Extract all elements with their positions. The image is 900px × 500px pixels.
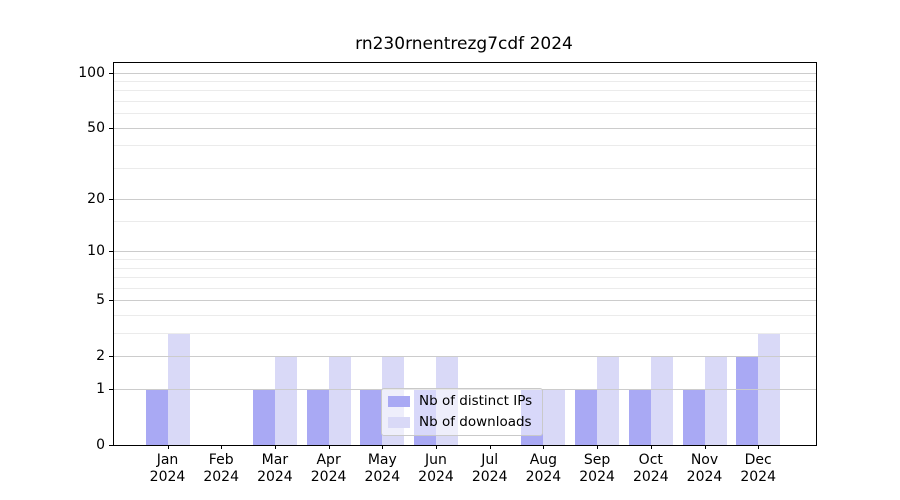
y-axis-tick-label-20: 20 bbox=[87, 191, 105, 208]
x-axis-year-label-apr: 2024 bbox=[310, 469, 347, 485]
bar-distinct-ips-oct bbox=[628, 389, 651, 445]
x-tick-mark-sep bbox=[597, 445, 599, 449]
x-axis-year-label-may: 2024 bbox=[364, 469, 401, 485]
x-axis-tick-label-aug: Aug 2024 bbox=[525, 452, 562, 485]
y-tick-mark-2 bbox=[109, 356, 113, 358]
x-axis-year-label-feb: 2024 bbox=[203, 469, 240, 485]
bar-downloads-oct bbox=[650, 356, 673, 445]
x-axis-tick-label-mar: Mar 2024 bbox=[257, 452, 293, 485]
minor-gridline-80 bbox=[114, 90, 816, 92]
x-axis-year-label-jan: 2024 bbox=[149, 469, 186, 485]
x-tick-mark-oct bbox=[650, 445, 652, 449]
minor-gridline-9 bbox=[114, 259, 816, 261]
legend-item-distinct-ips: Nb of distinct IPs bbox=[388, 393, 536, 410]
major-gridline-20 bbox=[114, 199, 816, 201]
minor-gridline-7 bbox=[114, 277, 816, 279]
y-axis-tick-label-1: 1 bbox=[96, 381, 105, 398]
minor-gridline-60 bbox=[114, 113, 816, 115]
legend-label-distinct-ips: Nb of distinct IPs bbox=[419, 392, 533, 409]
minor-gridline-8 bbox=[114, 267, 816, 269]
minor-gridline-15 bbox=[114, 221, 816, 223]
bar-downloads-mar bbox=[274, 356, 297, 445]
bar-downloads-nov bbox=[704, 356, 727, 445]
minor-gridline-4 bbox=[114, 315, 816, 317]
minor-gridline-90 bbox=[114, 80, 816, 82]
major-gridline-2 bbox=[114, 356, 816, 358]
major-gridline-50 bbox=[114, 127, 816, 129]
axis-layer: 0 1 2 5 10 20 50 100 Jan 2024 Feb 2024 Mar 2024 Apr 202… bbox=[78, 63, 816, 486]
y-tick-mark-20 bbox=[109, 199, 113, 201]
x-tick-mark-may bbox=[382, 445, 384, 449]
bar-distinct-ips-mar bbox=[252, 389, 275, 445]
bar-downloads-sep bbox=[597, 356, 620, 445]
y-tick-mark-100 bbox=[109, 72, 113, 74]
x-tick-mark-mar bbox=[274, 445, 276, 449]
legend: Nb of distinct IPs Nb of downloads bbox=[381, 388, 543, 436]
bar-distinct-ips-sep bbox=[575, 389, 598, 445]
y-tick-mark-10 bbox=[109, 251, 113, 253]
y-axis-tick-label-5: 5 bbox=[96, 292, 105, 309]
major-gridline-10 bbox=[114, 251, 816, 253]
bar-distinct-ips-may bbox=[360, 389, 383, 445]
x-tick-mark-aug bbox=[543, 445, 545, 449]
bar-distinct-ips-apr bbox=[306, 389, 329, 445]
bar-distinct-ips-jan bbox=[145, 389, 168, 445]
chart-title: rn230rnentrezg7cdf 2024 bbox=[355, 34, 573, 54]
y-axis-tick-label-0: 0 bbox=[96, 437, 105, 453]
x-axis-tick-label-dec: Dec 2024 bbox=[740, 452, 777, 485]
minor-gridline-70 bbox=[114, 100, 816, 102]
major-gridline-5 bbox=[114, 300, 816, 302]
legend-label-downloads: Nb of downloads bbox=[419, 414, 532, 431]
y-tick-mark-0 bbox=[109, 445, 113, 446]
x-axis-tick-label-may: May 2024 bbox=[364, 452, 401, 485]
x-tick-mark-jun bbox=[436, 445, 437, 449]
x-axis-year-label-sep: 2024 bbox=[579, 469, 615, 485]
x-tick-mark-nov bbox=[704, 445, 706, 449]
x-axis-tick-label-feb: Feb 2024 bbox=[203, 452, 240, 485]
bar-distinct-ips-dec bbox=[736, 356, 759, 445]
minor-gridline-3 bbox=[114, 333, 816, 335]
x-tick-mark-jan bbox=[167, 445, 169, 449]
bar-downloads-apr bbox=[328, 356, 351, 445]
y-axis-tick-label-2: 2 bbox=[96, 348, 105, 365]
y-tick-mark-1 bbox=[109, 389, 113, 391]
x-axis-tick-label-oct: Oct 2024 bbox=[632, 452, 669, 485]
y-tick-mark-50 bbox=[109, 127, 113, 129]
minor-gridline-6 bbox=[114, 287, 816, 289]
x-axis-year-label-jul: 2024 bbox=[471, 469, 508, 485]
x-axis-tick-label-sep: Sep 2024 bbox=[579, 452, 615, 485]
y-tick-mark-5 bbox=[109, 300, 113, 302]
x-tick-mark-jul bbox=[489, 445, 491, 449]
x-tick-mark-feb bbox=[221, 445, 223, 449]
legend-swatch-downloads bbox=[388, 417, 410, 429]
bar-distinct-ips-nov bbox=[682, 389, 705, 445]
major-gridline-100 bbox=[114, 72, 816, 74]
x-tick-mark-apr bbox=[328, 445, 330, 449]
bar-downloads-aug bbox=[543, 389, 566, 445]
y-axis-tick-label-100: 100 bbox=[78, 64, 105, 81]
x-axis-tick-label-nov: Nov 2024 bbox=[686, 452, 723, 485]
y-axis-tick-label-50: 50 bbox=[87, 119, 105, 136]
x-axis-tick-label-jun: Jun 2024 bbox=[418, 452, 454, 485]
minor-gridline-30 bbox=[114, 167, 816, 169]
x-axis-year-label-mar: 2024 bbox=[257, 469, 293, 485]
x-axis-year-label-dec: 2024 bbox=[740, 469, 777, 485]
x-axis-tick-label-jul: Jul 2024 bbox=[471, 452, 508, 485]
x-tick-mark-dec bbox=[758, 445, 760, 449]
x-axis-year-label-aug: 2024 bbox=[525, 469, 562, 485]
x-axis-tick-label-jan: Jan 2024 bbox=[149, 452, 186, 485]
legend-item-downloads: Nb of downloads bbox=[388, 415, 536, 432]
x-axis-year-label-oct: 2024 bbox=[632, 469, 669, 485]
legend-swatch-distinct-ips bbox=[388, 395, 410, 407]
x-axis-tick-label-apr: Apr 2024 bbox=[310, 452, 347, 485]
x-axis-year-label-nov: 2024 bbox=[686, 469, 723, 485]
x-axis-year-label-jun: 2024 bbox=[418, 469, 454, 485]
y-axis-tick-label-10: 10 bbox=[87, 243, 105, 260]
minor-gridline-40 bbox=[114, 145, 816, 147]
